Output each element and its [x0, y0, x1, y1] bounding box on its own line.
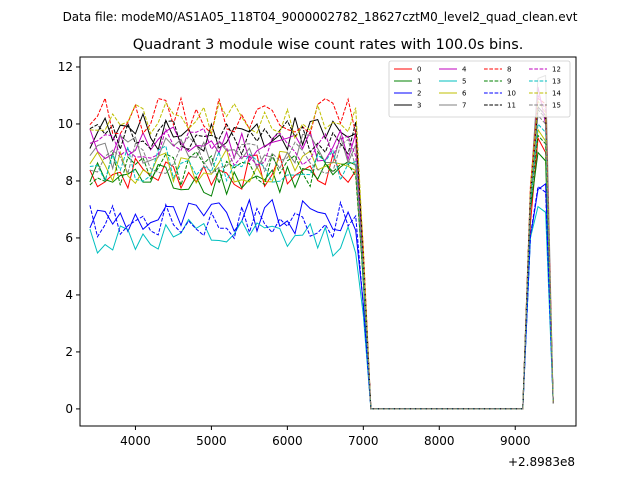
legend-label-2: 2 [417, 90, 421, 98]
x-tick-label: 4000 [120, 434, 151, 448]
legend-label-11: 11 [507, 102, 516, 110]
x-tick-label: 9000 [500, 434, 531, 448]
legend-label-8: 8 [507, 66, 511, 74]
legend-label-3: 3 [417, 102, 421, 110]
x-tick-label: 8000 [424, 434, 455, 448]
series-line-12 [89, 93, 554, 410]
legend-label-13: 13 [552, 78, 561, 86]
y-axis: 0 2 4 6 8 10 12 [58, 60, 80, 416]
series-line-0 [89, 136, 554, 410]
x-tick-label: 7000 [348, 434, 379, 448]
series-line-15 [89, 114, 554, 410]
series-line-4 [89, 86, 554, 410]
chart-suptitle: Data file: modeM0/AS1A05_118T04_90000027… [63, 10, 578, 24]
y-tick-label: 8 [65, 174, 73, 188]
x-axis: 4000 5000 6000 7000 8000 9000 [120, 426, 531, 448]
y-tick-label: 4 [65, 288, 73, 302]
plot-area [79, 56, 577, 427]
series-line-7 [89, 74, 554, 410]
legend-frame [388, 60, 571, 118]
legend-label-7: 7 [462, 102, 466, 110]
legend-label-9: 9 [507, 78, 511, 86]
y-tick-label: 10 [58, 117, 73, 131]
legend-label-6: 6 [462, 90, 467, 98]
series-layer [89, 74, 554, 410]
y-tick-label: 0 [65, 402, 73, 416]
legend-label-5: 5 [462, 78, 466, 86]
legend-label-12: 12 [552, 66, 561, 74]
series-line-10 [89, 185, 554, 410]
legend-label-15: 15 [552, 102, 561, 110]
x-tick-label: 5000 [196, 434, 227, 448]
y-tick-label: 2 [65, 345, 73, 359]
series-line-1 [89, 151, 554, 410]
axes-frame [79, 56, 577, 427]
x-offset-label: +2.8983e8 [508, 455, 575, 469]
legend-label-10: 10 [507, 90, 516, 98]
y-tick-label: 12 [58, 60, 73, 74]
chart-title: Quadrant 3 module wise count rates with … [133, 37, 524, 53]
series-line-5 [89, 205, 554, 410]
legend-label-4: 4 [462, 66, 467, 74]
legend-label-0: 0 [417, 66, 421, 74]
series-line-11 [89, 108, 554, 410]
y-tick-label: 6 [65, 231, 73, 245]
x-tick-label: 6000 [272, 434, 303, 448]
series-line-2 [89, 182, 554, 410]
legend-label-14: 14 [552, 90, 561, 98]
legend-label-1: 1 [417, 78, 421, 86]
series-line-9 [89, 134, 554, 410]
